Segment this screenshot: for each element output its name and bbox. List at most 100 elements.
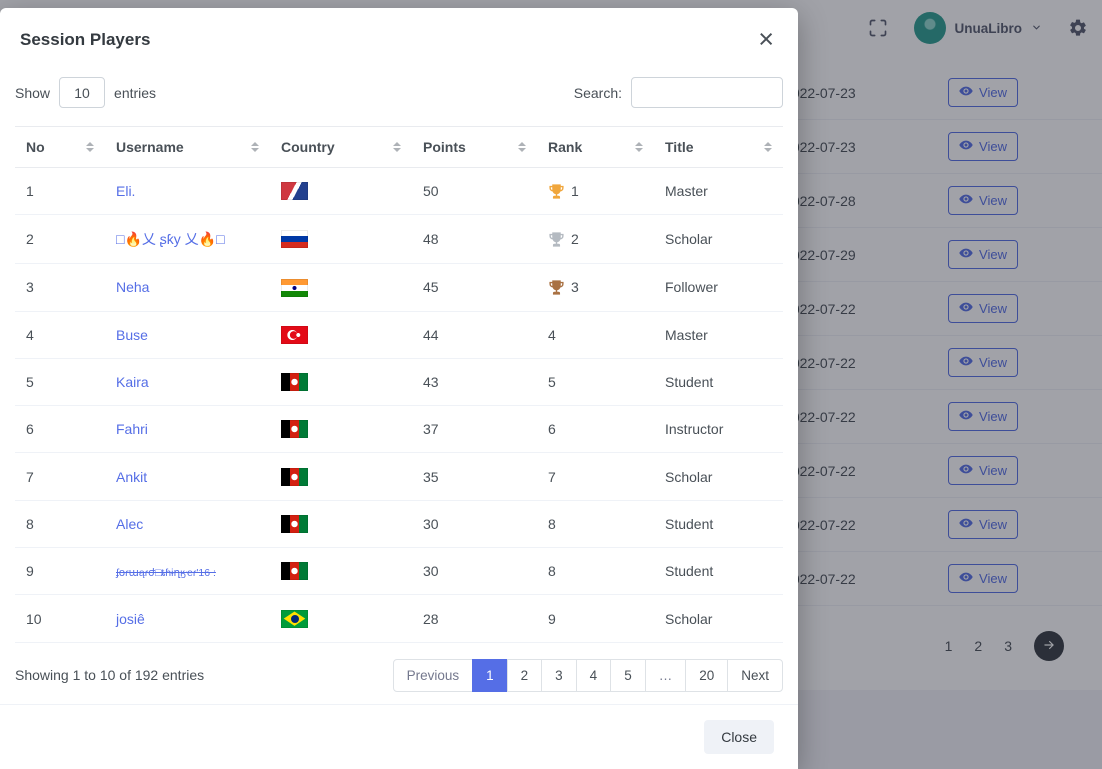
view-button-label: View [979, 139, 1007, 154]
view-button-label: View [979, 301, 1007, 316]
sort-icon[interactable] [86, 142, 94, 152]
view-button[interactable]: View [948, 564, 1018, 593]
bg-pagination-next-button[interactable] [1034, 631, 1064, 661]
fullscreen-icon[interactable] [868, 18, 888, 38]
username-link[interactable]: Kaira [116, 374, 149, 391]
close-icon[interactable]: × [754, 26, 778, 53]
date-cell: 2022-07-23 [784, 138, 856, 155]
arrow-right-icon [1042, 638, 1056, 655]
view-button[interactable]: View [948, 294, 1018, 323]
table-row: 2 □🔥乂 ʂƙy 乂🔥□ 48 2 Scholar [15, 214, 783, 265]
rank-value: 8 [548, 515, 556, 532]
country-flag-icon [281, 467, 308, 486]
view-button[interactable]: View [948, 348, 1018, 377]
view-button[interactable]: View [948, 132, 1018, 161]
cell-username: Neha [105, 263, 270, 312]
column-header-country[interactable]: Country [270, 126, 412, 168]
username-link[interactable]: Neha [116, 279, 150, 296]
rank-value: 9 [548, 610, 556, 627]
pagination-next[interactable]: Next [727, 658, 783, 692]
eye-icon [959, 354, 973, 371]
eye-icon [959, 408, 973, 425]
column-header-no[interactable]: No [15, 126, 105, 168]
cell-country [270, 594, 412, 643]
date-cell: 2022-07-23 [784, 84, 856, 101]
date-cell: 2022-07-22 [784, 408, 856, 425]
cell-title: Master [654, 167, 783, 216]
close-button[interactable]: Close [704, 720, 774, 754]
username-link[interactable]: Ankit [116, 468, 148, 485]
modal-body: Show entries Search: No Username Country… [0, 63, 798, 704]
cell-no: 8 [15, 500, 105, 549]
sort-icon[interactable] [393, 142, 401, 152]
cell-country [270, 358, 412, 407]
date-cell: 2022-07-22 [784, 570, 856, 587]
sort-icon[interactable] [764, 142, 772, 152]
cell-country [270, 405, 412, 454]
table-header-row: No Username Country Points Rank Title [15, 126, 783, 168]
username-link[interactable]: □🔥乂 ʂƙy 乂🔥□ [116, 231, 225, 248]
username-link[interactable]: Eli. [116, 183, 136, 200]
players-table: No Username Country Points Rank Title 1 … [15, 126, 783, 643]
cell-no: 5 [15, 358, 105, 407]
cell-title: Scholar [654, 594, 783, 643]
view-button[interactable]: View [948, 240, 1018, 269]
pagination-page-4[interactable]: 4 [575, 658, 612, 692]
chevron-down-icon [1031, 20, 1042, 36]
column-header-username[interactable]: Username [105, 126, 270, 168]
pagination-ellipsis: … [644, 658, 687, 692]
trophy-icon [548, 183, 565, 200]
trophy-icon [548, 279, 565, 296]
cell-rank: 8 [537, 500, 654, 549]
username-link[interactable]: Alec [116, 515, 144, 532]
cell-no: 2 [15, 214, 105, 265]
cell-no: 1 [15, 167, 105, 216]
bg-pagination-page-2[interactable]: 2 [974, 638, 983, 654]
view-button[interactable]: View [948, 186, 1018, 215]
pagination-page-1[interactable]: 1 [472, 658, 508, 692]
sort-icon[interactable] [518, 142, 526, 152]
eye-icon [959, 84, 973, 101]
username-link[interactable]: Buse [116, 326, 148, 343]
eye-icon [959, 300, 973, 317]
username-link[interactable]: josiê [116, 610, 145, 627]
column-header-title[interactable]: Title [654, 126, 783, 168]
pagination-page-2[interactable]: 2 [506, 658, 543, 692]
sort-icon[interactable] [635, 142, 643, 152]
date-cell: 2022-07-22 [784, 300, 856, 317]
country-flag-icon [281, 182, 308, 201]
table-row: 7 Ankit 35 7 Scholar [15, 452, 783, 501]
pagination-previous[interactable]: Previous [392, 658, 474, 692]
gear-icon[interactable] [1068, 18, 1088, 38]
view-button[interactable]: View [948, 456, 1018, 485]
user-menu[interactable]: UnuaLibro [913, 12, 1043, 44]
rank-value: 3 [571, 279, 579, 296]
eye-icon [959, 462, 973, 479]
cell-username: Ankit [105, 452, 270, 501]
username-link[interactable]: Fahri [116, 421, 148, 438]
view-button-label: View [979, 247, 1007, 262]
pagination-page-3[interactable]: 3 [541, 658, 577, 692]
column-header-rank[interactable]: Rank [537, 126, 654, 168]
view-button[interactable]: View [948, 78, 1018, 107]
cell-title: Student [654, 500, 783, 549]
bg-pagination-page-1[interactable]: 1 [944, 638, 953, 654]
cell-title: Follower [654, 263, 783, 312]
view-button[interactable]: View [948, 510, 1018, 539]
entries-count-input[interactable] [59, 77, 106, 108]
rank-value: 2 [571, 231, 579, 248]
table-row: 3 Neha 45 3 Follower [15, 263, 783, 312]
view-button[interactable]: View [948, 402, 1018, 431]
column-header-points[interactable]: Points [412, 126, 537, 168]
pagination-page-5[interactable]: 5 [610, 658, 646, 692]
background-pagination: 1 2 3 [0, 606, 1102, 689]
pagination-page-20[interactable]: 20 [685, 658, 729, 692]
username-link[interactable]: ʄօɾաąɾժ□ȶɦɨղӄҽɾ'16 : [116, 567, 216, 580]
sort-icon[interactable] [251, 142, 259, 152]
table-row: 9 ʄօɾաąɾժ□ȶɦɨղӄҽɾ'16 : 30 8 Student [15, 547, 783, 596]
cell-country [270, 263, 412, 312]
cell-rank: 2 [537, 214, 654, 265]
bg-pagination-page-3[interactable]: 3 [1004, 638, 1012, 654]
cell-points: 44 [412, 311, 537, 359]
search-input[interactable] [631, 77, 783, 108]
